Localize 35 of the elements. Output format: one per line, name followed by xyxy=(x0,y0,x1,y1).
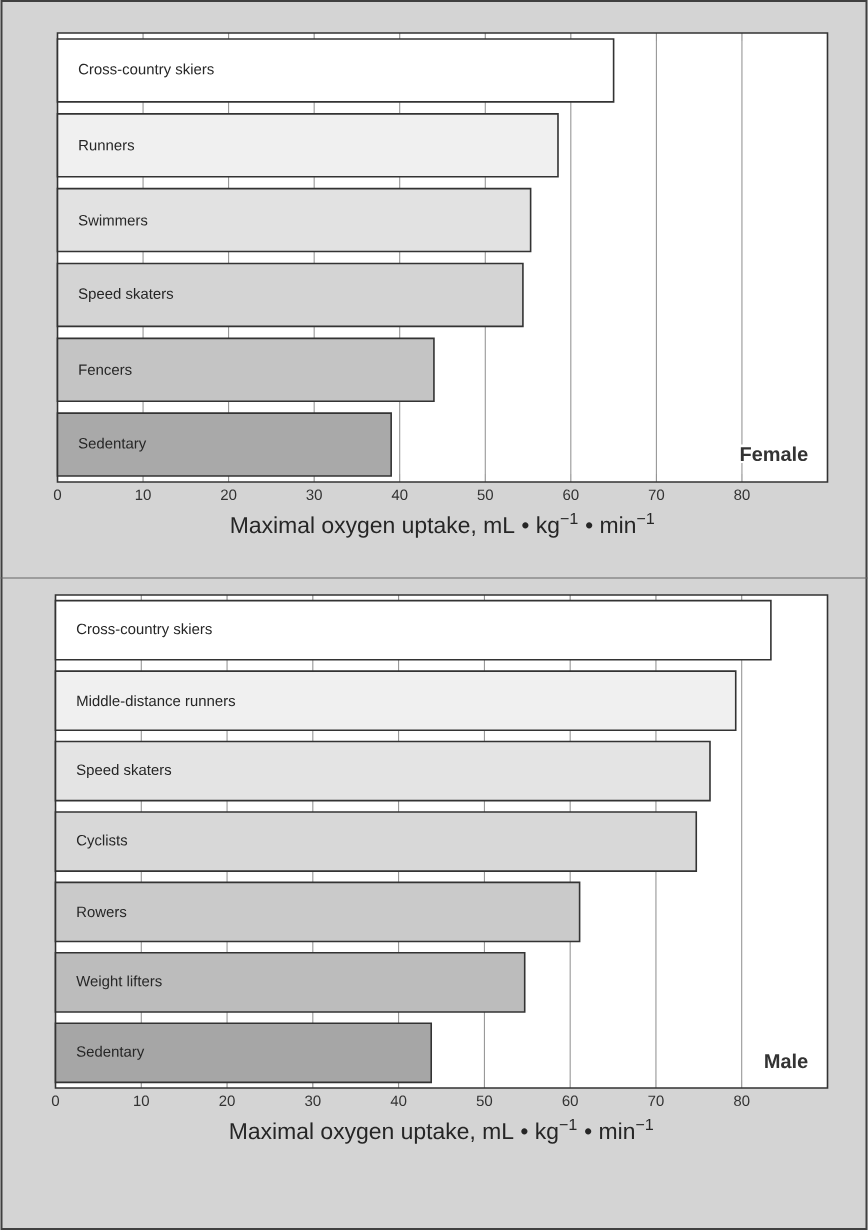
x-tick-label: 60 xyxy=(563,489,579,501)
x-tick-label: 0 xyxy=(51,1095,60,1107)
y-tick-label: Weight lifters xyxy=(76,975,162,990)
y-tick-label: Swimmers xyxy=(78,214,148,226)
y-tick-label: Cross-country skiers xyxy=(78,63,214,78)
x-tick-label: 10 xyxy=(135,489,151,501)
y-tick-label: Cyclists xyxy=(76,834,128,849)
x-tick-label: 30 xyxy=(305,1095,321,1107)
y-tick-label: Cross-country skiers xyxy=(76,623,212,638)
x-axis-title: Maximal oxygen uptake, mL • kg$^{−1}$ • min$^{−1}$ xyxy=(230,1118,653,1144)
x-tick-label: 50 xyxy=(476,1095,493,1107)
x-tick-label: 40 xyxy=(390,1095,407,1107)
x-tick-label: 20 xyxy=(219,1095,235,1107)
y-tick-label: Runners xyxy=(79,140,135,151)
y-tick-label: Fencers xyxy=(79,364,132,375)
y-tick-label: Speed skaters xyxy=(78,287,174,302)
x-tick-label: 70 xyxy=(648,489,665,501)
x-axis-title: Maximal oxygen uptake, mL • kg$^{−1}$ • min$^{−1}$ xyxy=(231,512,654,538)
x-tick-label: 80 xyxy=(734,489,750,501)
x-tick-label: 10 xyxy=(134,1095,149,1107)
y-tick-label: Rowers xyxy=(77,906,127,918)
annotation: Female xyxy=(740,446,808,462)
y-tick-label: Sedentary xyxy=(78,437,147,452)
x-tick-label: 40 xyxy=(391,489,408,501)
x-tick-label: 80 xyxy=(734,1095,750,1107)
y-tick-label: Middle-distance runners xyxy=(77,695,236,707)
x-tick-label: 0 xyxy=(53,489,62,501)
y-tick-label: Sedentary xyxy=(76,1045,145,1060)
y-tick-label: Speed skaters xyxy=(76,764,172,779)
annotation: Male xyxy=(765,1053,808,1069)
x-tick-label: 20 xyxy=(221,489,237,501)
x-tick-label: 70 xyxy=(648,1095,664,1107)
x-tick-label: 50 xyxy=(477,489,493,501)
x-tick-label: 30 xyxy=(306,489,322,501)
x-tick-label: 60 xyxy=(562,1095,578,1107)
